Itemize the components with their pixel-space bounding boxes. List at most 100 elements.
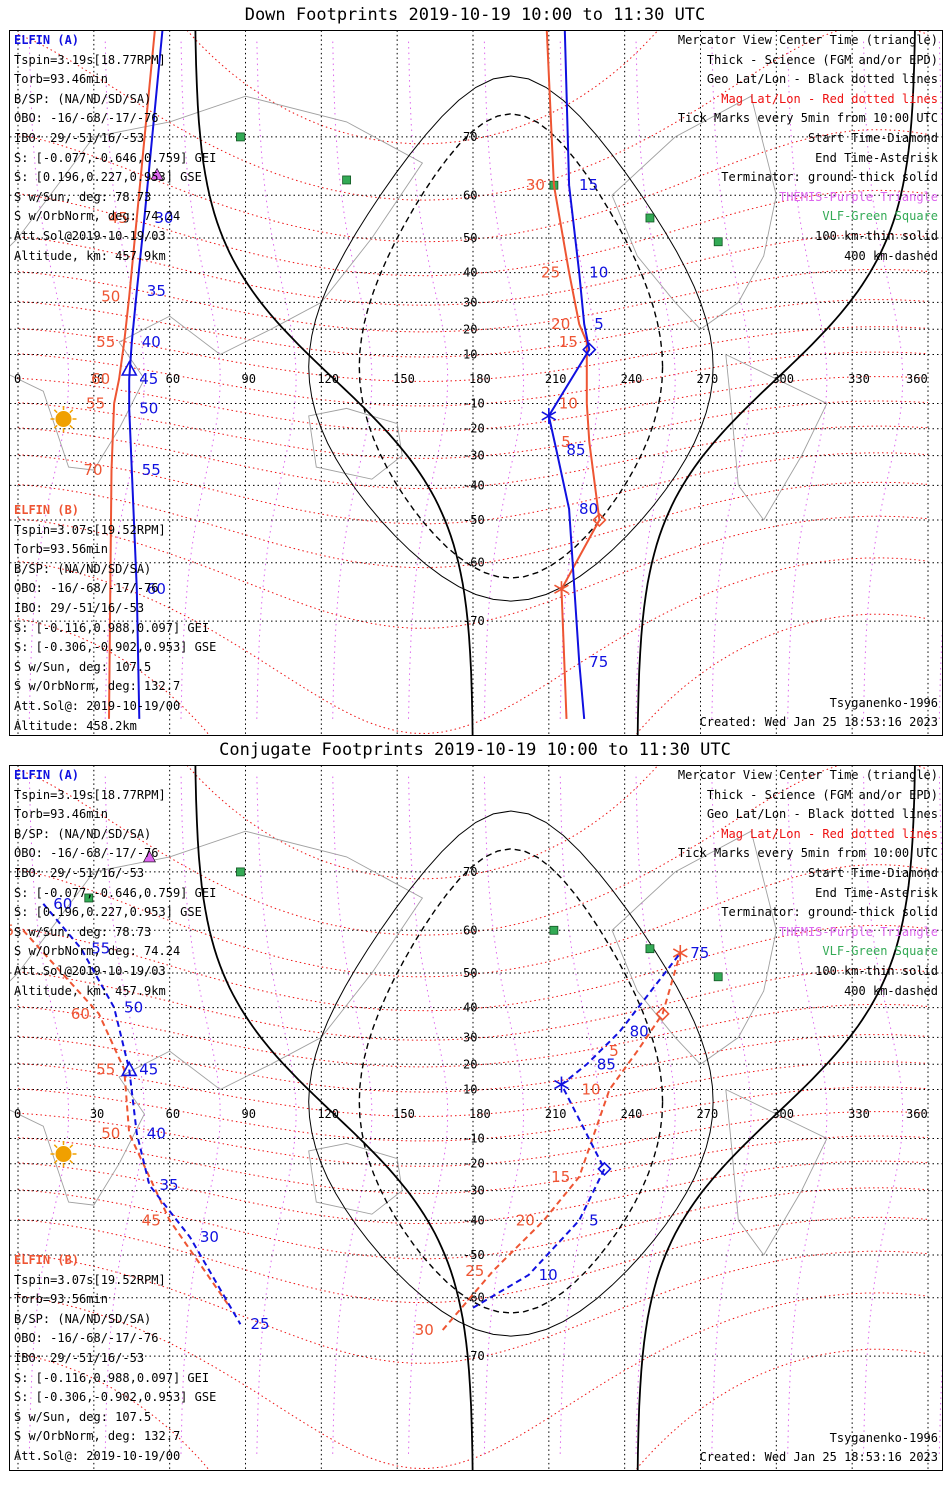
asterisk-stroke <box>554 584 569 594</box>
lon-tick-label: 30 <box>90 372 104 386</box>
end-asterisk <box>672 944 688 961</box>
panel-title-conjugate: Conjugate Footprints 2019-10-19 10:00 to… <box>219 740 731 760</box>
terminator-ground <box>636 766 916 1470</box>
elfin-b-track-2 <box>441 952 682 1331</box>
sun-disk <box>55 1146 72 1162</box>
elfin-a-track <box>42 903 242 1325</box>
orbit-tick-label: 60 <box>91 370 110 388</box>
elfin-b-line: OBO: -16/-68/-17/-76 <box>14 1331 159 1346</box>
panel-title-down: Down Footprints 2019-10-19 10:00 to 11:3… <box>244 5 706 25</box>
themis-station <box>142 850 156 863</box>
mag-lat-line <box>17 400 929 459</box>
elfin-a-line: Tspin=3.19s[18.77RPM] <box>14 787 166 802</box>
coastlines <box>10 830 828 1256</box>
start-diamond <box>592 512 607 528</box>
orbit-tick-label: 25 <box>250 1315 269 1333</box>
orbit-tick-label: 60 <box>71 1005 90 1023</box>
terminator-100km <box>308 810 714 1337</box>
legend-start: Start Time-Diamond <box>807 130 938 145</box>
orbit-tick-label: 60 <box>147 580 166 598</box>
lat-tick-label: -50 <box>463 1248 485 1262</box>
legend-vlf: VLF-Green Square <box>822 944 938 959</box>
legend-400km: 400 km-dashed <box>844 983 938 998</box>
lat-tick-label: -10 <box>463 396 485 410</box>
legend-view: Mercator View Center Time (triangle) <box>677 768 938 782</box>
elfin-b-info: ELFIN (B) Tspin=3.07s[19.52RPM] Torb=93.… <box>14 1251 216 1470</box>
elfin-b-line: Att.Sol@: 2019-10-19/00 <box>14 698 181 713</box>
mag-lat-line <box>17 31 929 201</box>
elfin-b-header: ELFIN (B) <box>14 503 80 517</box>
orbit-tick-label: 5 <box>594 315 604 333</box>
elfin-a-line: Att.Sol@2019-10-19/03 <box>14 228 166 243</box>
lon-tick-label: 120 <box>317 1107 339 1121</box>
orbit-tick-label: 10 <box>582 1081 601 1099</box>
orbit-tick-label: 75 <box>589 653 608 671</box>
lat-tick-label: -30 <box>463 449 485 463</box>
elfin-b-line: S w/Sun, deg: 107.5 <box>14 659 152 674</box>
elfin-b-line: Tspin=3.07s[19.52RPM] <box>14 1272 166 1287</box>
terminator-ground <box>636 31 916 735</box>
legend: Mercator View Center Time (triangle) Thi… <box>678 31 938 266</box>
footer-model: Tsyganenko-1996 <box>829 695 938 710</box>
lon-tick-label: 330 <box>848 1107 870 1121</box>
elfin-a-line: OBO: -16/-68/-17/-76 <box>14 846 159 861</box>
elfin-a-line: Altitude, km: 457.9km <box>14 248 166 263</box>
lon-tick-label: 240 <box>621 372 643 386</box>
lon-tick-label: 330 <box>848 372 870 386</box>
footer: Tsyganenko-1996 Created: Wed Jan 25 18:5… <box>700 694 938 733</box>
lat-tick-label: -30 <box>463 1184 485 1198</box>
map-canvas-down: 0 30 60 90 120 150 180 210 240 270 300 330 360706050… <box>10 31 942 735</box>
orbit-tick-label: 65 <box>10 921 14 939</box>
sun-ray <box>53 1144 58 1149</box>
lat-tick-label: -10 <box>463 1131 485 1145</box>
elfin-a-line: IBO: 29/-51/16/-53 <box>14 865 145 880</box>
mag-lat-line <box>17 452 929 525</box>
elfin-b-line: Altitude: 458.2km <box>14 718 137 733</box>
elfin-b-line: B/SP: (NA/ND/SD/SA) <box>14 561 152 576</box>
elfin-b-line: Torb=93.56min <box>14 1292 108 1307</box>
elfin-b-line: S w/OrbNorm, deg: 132.7 <box>14 679 181 694</box>
elfin-b-line: B/SP: (NA/ND/SD/SA) <box>14 1311 152 1326</box>
orbit-tick-label: 85 <box>566 441 585 459</box>
footer: Tsyganenko-1996 Created: Wed Jan 25 18:5… <box>700 1429 938 1468</box>
terminator-400km <box>358 113 664 579</box>
legend: Mercator View Center Time (triangle) Thi… <box>678 766 938 1001</box>
legend-mag: Mag Lat/Lon - Red dotted lines <box>721 826 938 841</box>
orbit-tick-label: 50 <box>139 399 158 417</box>
elfin-a-line: IBO: 29/-51/16/-53 <box>14 130 145 145</box>
elfin-a-track <box>128 31 164 719</box>
orbit-tick-label: 50 <box>101 288 120 306</box>
lon-tick-label: 360 <box>906 1107 928 1121</box>
orbit-tick-label: 60 <box>53 895 72 913</box>
footer-model: Tsyganenko-1996 <box>829 1430 938 1445</box>
lon-tick-label: 150 <box>393 1107 415 1121</box>
legend-vlf: VLF-Green Square <box>822 209 938 224</box>
map-conjugate-footprints: 0 30 60 90 120 150 180 210 240 270 300 330 360 70 60 50… <box>9 765 943 1471</box>
sun-disk <box>55 411 72 427</box>
mag-lat-line <box>17 766 929 936</box>
legend-mag: Mag Lat/Lon - Red dotted lines <box>721 91 938 106</box>
elfin-b-line: Altitude: 458.2km <box>14 1467 216 1470</box>
orbit-tick-label: 80 <box>579 500 598 518</box>
orbit-tick-label: 5 <box>561 433 571 451</box>
orbit-tick-label: 55 <box>91 940 110 958</box>
mag-lat-line <box>17 351 929 407</box>
lon-tick-label: 270 <box>697 372 719 386</box>
lat-tick-label: 20 <box>463 1057 477 1071</box>
elfin-b-line: S w/OrbNorm, deg: 132.7 <box>14 1429 181 1444</box>
orbit-tick-label: 25 <box>541 264 560 282</box>
orbit-tick-label: 40 <box>147 1125 166 1143</box>
sun-ray <box>53 1159 58 1164</box>
legend-thick: Thick - Science (FGM and/or EPD) <box>706 787 938 802</box>
elfin-a-line: Torb=93.46min <box>14 807 108 822</box>
elfin-b-line: IBO: 29/-51/16/-53 <box>14 1350 145 1365</box>
lat-tick-label: -40 <box>463 1213 485 1227</box>
lat-tick-label: 50 <box>463 231 477 245</box>
elfin-a-info: ELFIN (A) Tspin=3.19s[18.77RPM] Torb=93.… <box>14 31 216 266</box>
elfin-a-line: OBO: -16/-68/-17/-76 <box>14 111 159 126</box>
elfin-b-header: ELFIN (B) <box>14 1253 80 1267</box>
legend-400km: 400 km-dashed <box>844 248 938 263</box>
legend-100km: 100 km-thin solid <box>815 963 938 978</box>
lat-tick-label: 20 <box>463 322 477 336</box>
orbit-tick-label: 55 <box>86 394 105 412</box>
